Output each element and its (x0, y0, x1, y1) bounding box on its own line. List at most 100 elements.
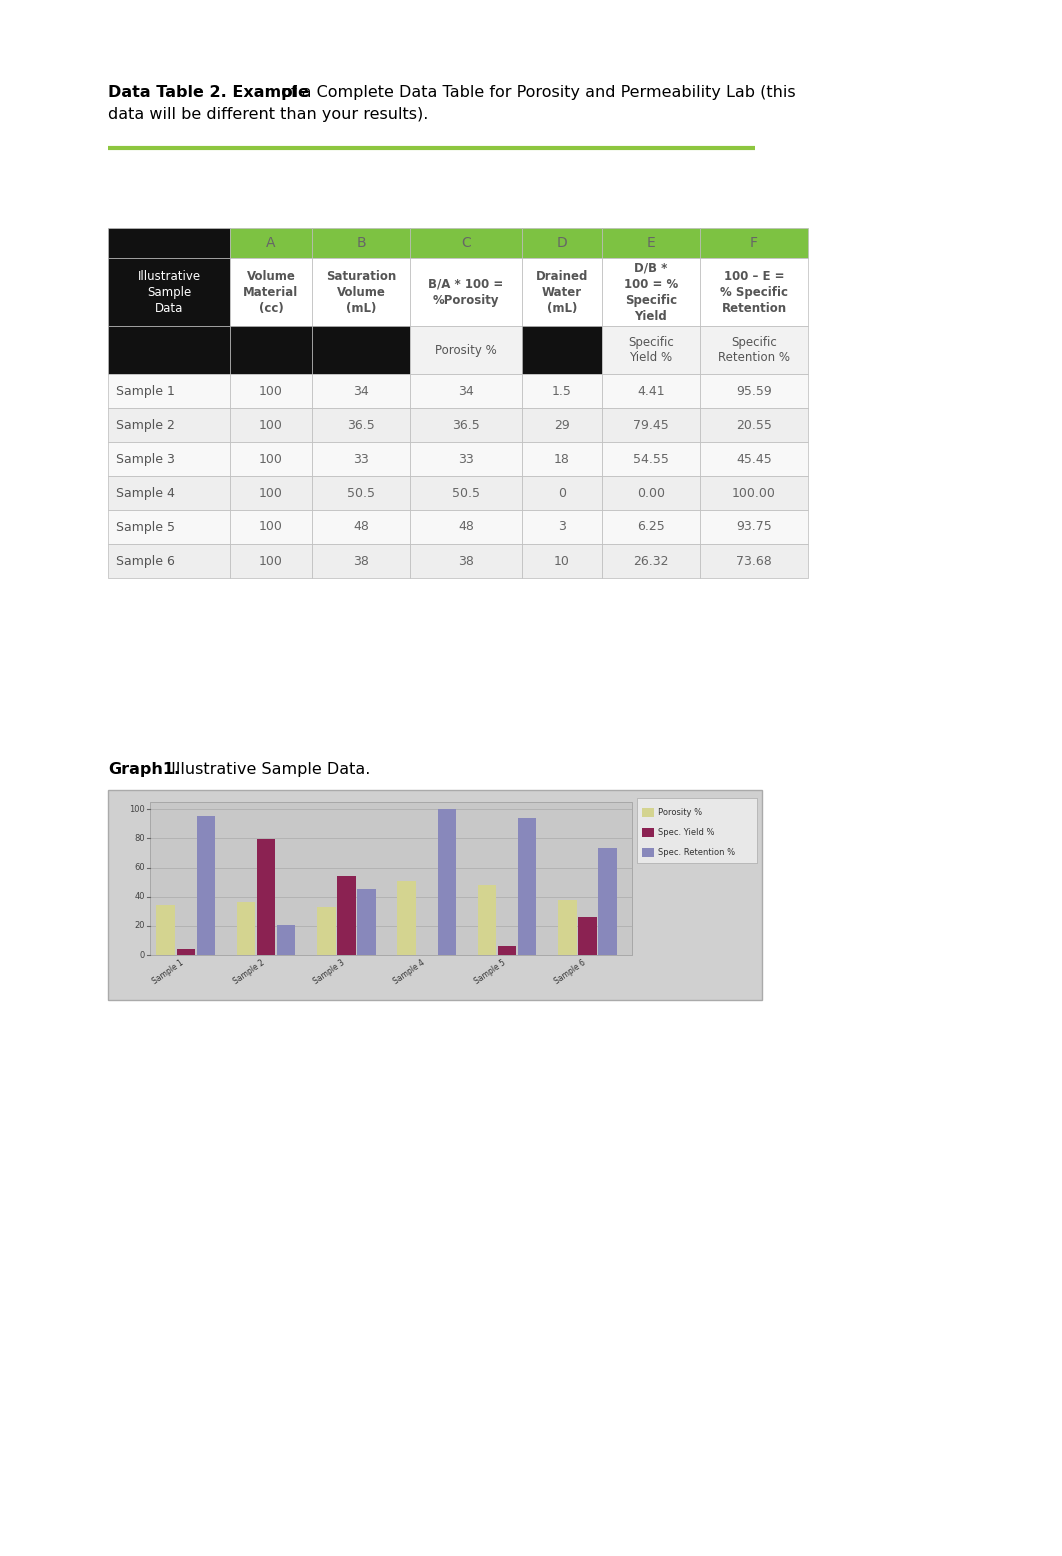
Bar (643, 848, 654, 857)
Bar (523, 476, 602, 510)
Bar (410, 545, 523, 577)
Text: Graph1.: Graph1. (108, 762, 181, 776)
Text: 100: 100 (130, 804, 145, 814)
Text: 48: 48 (353, 521, 369, 534)
Bar (643, 808, 654, 817)
Text: 10: 10 (554, 554, 570, 568)
Text: 38: 38 (458, 554, 474, 568)
Text: 100: 100 (259, 384, 282, 397)
Text: data will be different than your results).: data will be different than your results… (108, 107, 428, 121)
Text: 100 – E =
% Specific
Retention: 100 – E = % Specific Retention (720, 269, 788, 314)
Bar (602, 476, 700, 510)
Bar (410, 442, 523, 476)
Text: C: C (461, 237, 470, 251)
Text: D/B *
100 = %
Specific
Yield: D/B * 100 = % Specific Yield (623, 261, 679, 322)
Bar (108, 258, 230, 327)
Bar (523, 258, 602, 327)
Bar (312, 408, 410, 442)
Bar (700, 510, 808, 545)
Bar (700, 373, 808, 408)
Text: E: E (647, 237, 655, 251)
Bar (230, 327, 312, 373)
Bar (277, 926, 295, 955)
Text: 29: 29 (554, 419, 570, 431)
Bar (602, 258, 700, 327)
Bar (230, 373, 312, 408)
Bar (312, 327, 410, 373)
Text: 0: 0 (558, 487, 566, 499)
Text: Porosity %: Porosity % (435, 344, 497, 356)
Bar (230, 545, 312, 577)
Bar (578, 916, 597, 955)
Text: 100: 100 (259, 554, 282, 568)
Bar (176, 949, 195, 955)
Bar (410, 258, 523, 327)
Bar (156, 906, 175, 955)
Text: 18: 18 (554, 453, 570, 465)
Text: Drained
Water
(mL): Drained Water (mL) (536, 269, 588, 314)
Text: Illustrative Sample Data.: Illustrative Sample Data. (166, 762, 371, 776)
Text: 54.55: 54.55 (633, 453, 669, 465)
Text: Sample 6: Sample 6 (116, 554, 175, 568)
Bar (312, 258, 410, 327)
Bar (230, 476, 312, 510)
Bar (700, 327, 808, 373)
Text: 80: 80 (135, 834, 145, 843)
Text: 36.5: 36.5 (452, 419, 480, 431)
Bar (312, 545, 410, 577)
Bar (700, 408, 808, 442)
Text: Specific
Retention %: Specific Retention % (718, 336, 790, 364)
Bar (108, 510, 230, 545)
Bar (150, 801, 632, 955)
Bar (518, 818, 536, 955)
Bar (230, 442, 312, 476)
Text: 26.32: 26.32 (633, 554, 669, 568)
Bar (108, 229, 230, 258)
Bar (230, 229, 312, 258)
Text: 100: 100 (259, 419, 282, 431)
Text: Spec. Yield %: Spec. Yield % (658, 828, 715, 837)
Text: 50.5: 50.5 (347, 487, 375, 499)
Bar (108, 545, 230, 577)
Bar (637, 798, 757, 864)
Bar (523, 373, 602, 408)
Bar (523, 510, 602, 545)
Text: 38: 38 (353, 554, 369, 568)
Text: Spec. Retention %: Spec. Retention % (658, 848, 735, 857)
Text: of a Complete Data Table for Porosity and Permeability Lab (this: of a Complete Data Table for Porosity an… (276, 86, 795, 100)
Bar (602, 545, 700, 577)
Bar (523, 442, 602, 476)
Bar (523, 545, 602, 577)
Bar (108, 790, 763, 1001)
Text: Sample 6: Sample 6 (553, 958, 587, 987)
Bar (602, 373, 700, 408)
Bar (357, 888, 376, 955)
Text: 93.75: 93.75 (736, 521, 772, 534)
Text: 73.68: 73.68 (736, 554, 772, 568)
Text: D: D (556, 237, 567, 251)
Text: 48: 48 (458, 521, 474, 534)
Text: 33: 33 (354, 453, 369, 465)
Text: 100.00: 100.00 (732, 487, 776, 499)
Bar (602, 442, 700, 476)
Bar (410, 373, 523, 408)
Text: 45.45: 45.45 (736, 453, 772, 465)
Bar (312, 373, 410, 408)
Bar (498, 946, 516, 955)
Text: Illustrative
Sample
Data: Illustrative Sample Data (137, 269, 201, 314)
Text: Sample 2: Sample 2 (232, 958, 267, 987)
Text: Saturation
Volume
(mL): Saturation Volume (mL) (326, 269, 396, 314)
Text: 100: 100 (259, 521, 282, 534)
Text: 20.55: 20.55 (736, 419, 772, 431)
Text: Specific
Yield %: Specific Yield % (628, 336, 674, 364)
Bar (196, 815, 216, 955)
Text: B: B (356, 237, 365, 251)
Bar (700, 442, 808, 476)
Text: Volume
Material
(cc): Volume Material (cc) (243, 269, 298, 314)
Text: 0.00: 0.00 (637, 487, 665, 499)
Text: Sample 4: Sample 4 (392, 958, 427, 987)
Bar (257, 839, 275, 955)
Bar (700, 476, 808, 510)
Text: 34: 34 (354, 384, 369, 397)
Bar (602, 327, 700, 373)
